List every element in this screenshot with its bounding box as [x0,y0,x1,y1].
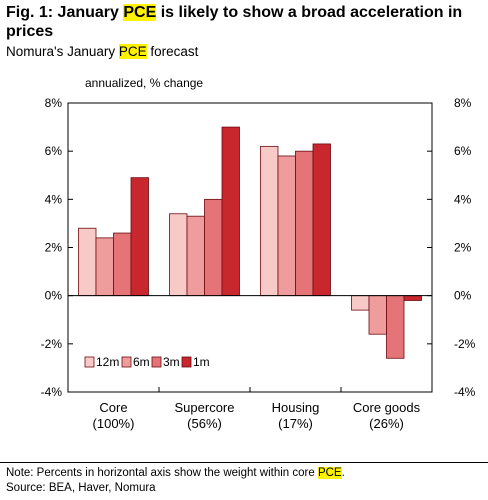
bar-6m [186,215,205,297]
legend-swatch-12m [84,356,95,368]
source-note: Source: BEA, Haver, Nomura [6,482,156,494]
x-category-weight: (100%) [93,416,135,431]
legend-label-12m: 12m [96,355,119,369]
legend-label-3m: 3m [163,355,180,369]
unit-label: annualized, % change [85,76,203,90]
chart-subtitle: Nomura's January PCE forecast [6,44,198,59]
bar-6m [277,155,296,297]
title-text-end: is likely to show a broad acceleration i… [6,4,463,40]
x-category-label: Core [99,400,127,415]
y-tick-label-left: 8% [45,96,63,110]
bar-6m [95,237,114,297]
chart-title: Fig. 1: January PCE is likely to show a … [6,3,484,41]
y-tick-label-right: 0% [454,289,472,303]
legend-swatch-6m [121,356,132,368]
y-tick-label-left: -4% [41,385,63,399]
y-tick-label-left: 0% [45,289,63,303]
legend-label-6m: 6m [133,355,150,369]
x-category-weight: (56%) [187,416,222,431]
x-category-label: Housing [272,400,320,415]
y-tick-label-right: 2% [454,241,472,255]
bar-12m [169,213,188,297]
bar-12m [260,145,279,297]
y-tick-label-right: -2% [454,337,476,351]
y-tick-label-left: 2% [45,241,63,255]
title-text: Fig. 1: January [6,4,124,21]
title-highlight: PCE [123,4,157,21]
bar-3m [113,232,132,297]
y-tick-label-right: 8% [454,96,472,110]
x-category-label: Core goods [353,400,421,415]
y-tick-label-left: 4% [45,192,63,206]
subtitle-highlight: PCE [118,44,147,59]
bar-12m [351,295,370,311]
footnote-highlight: PCE [317,467,342,479]
bar-3m [386,295,405,359]
legend-swatch-1m [181,356,192,368]
bar-6m [368,295,387,335]
bar-3m [204,198,223,297]
y-tick-label-right: 6% [454,144,472,158]
bar-1m [312,143,331,297]
x-category-weight: (17%) [278,416,313,431]
bar-chart: annualized, % change 8% 8% 6% 6% 4% 4% 2% 2% 0% 0%… [41,76,476,431]
chart-footer: Note: Percents in horizontal axis show t… [0,462,488,496]
footnote: Note: Percents in horizontal axis show t… [0,466,488,481]
y-tick-label-right: -4% [454,385,476,399]
x-category-label: Supercore [175,400,235,415]
bar-3m [295,150,314,297]
legend-label-1m: 1m [193,355,210,369]
y-tick-label-left: -2% [41,337,63,351]
legend-swatch-3m [151,356,162,368]
x-category-weight: (26%) [369,416,404,431]
y-tick-label-left: 6% [45,144,63,158]
footnote-text-end: . [341,467,345,479]
bar-1m [221,126,240,297]
bar-1m [130,177,149,297]
subtitle-text: Nomura's January [6,44,119,59]
bar-12m [78,227,97,297]
bar-1m [403,295,422,301]
subtitle-text-end: forecast [146,44,199,59]
y-tick-label-right: 4% [454,192,472,206]
footnote-text: Note: Percents in horizontal axis show t… [6,467,318,479]
